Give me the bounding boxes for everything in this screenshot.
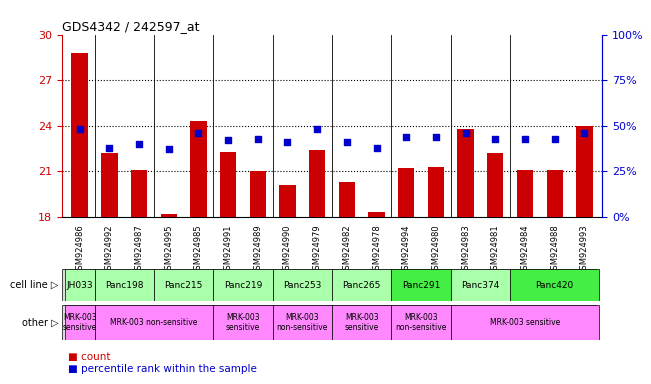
Text: ■ count: ■ count <box>68 352 111 362</box>
Point <box>490 136 501 142</box>
Bar <box>576 126 592 217</box>
Point <box>401 134 411 140</box>
Point <box>253 136 263 142</box>
Bar <box>398 168 415 217</box>
Bar <box>161 214 177 217</box>
Bar <box>220 152 236 217</box>
Point <box>283 139 293 145</box>
Bar <box>249 171 266 217</box>
Bar <box>428 167 444 217</box>
Text: MRK-003
sensitive: MRK-003 sensitive <box>226 313 260 332</box>
Bar <box>154 269 214 301</box>
Bar <box>391 305 450 340</box>
Text: Panc219: Panc219 <box>224 281 262 290</box>
Bar <box>273 305 332 340</box>
Point <box>549 136 560 142</box>
Point <box>104 145 115 151</box>
Bar <box>279 185 296 217</box>
Bar <box>273 269 332 301</box>
Point <box>163 146 174 152</box>
Text: MRK-003
non-sensitive: MRK-003 non-sensitive <box>277 313 328 332</box>
Text: cell line ▷: cell line ▷ <box>10 280 59 290</box>
Text: Panc420: Panc420 <box>536 281 574 290</box>
Point <box>371 145 381 151</box>
Text: other ▷: other ▷ <box>22 318 59 328</box>
Bar <box>391 269 450 301</box>
Bar <box>458 129 474 217</box>
Text: GDS4342 / 242597_at: GDS4342 / 242597_at <box>62 20 199 33</box>
Bar <box>94 269 154 301</box>
Point <box>579 130 590 136</box>
Bar <box>101 153 118 217</box>
Bar <box>214 269 273 301</box>
Bar <box>65 269 94 301</box>
Bar <box>487 153 503 217</box>
Bar <box>450 305 599 340</box>
Bar <box>339 182 355 217</box>
Point <box>519 136 530 142</box>
Text: Panc253: Panc253 <box>283 281 322 290</box>
Text: MRK-003
sensitive: MRK-003 sensitive <box>62 313 97 332</box>
Bar <box>190 121 206 217</box>
Bar <box>214 305 273 340</box>
Bar <box>332 269 391 301</box>
Point <box>460 130 471 136</box>
Point <box>193 130 204 136</box>
Text: Panc374: Panc374 <box>462 281 499 290</box>
Bar <box>94 305 214 340</box>
Bar <box>450 269 510 301</box>
Point <box>134 141 145 147</box>
Bar <box>510 269 599 301</box>
Text: JH033: JH033 <box>66 281 93 290</box>
Text: Panc198: Panc198 <box>105 281 143 290</box>
Bar <box>65 305 94 340</box>
Point <box>74 126 85 132</box>
Point <box>431 134 441 140</box>
Bar <box>517 170 533 217</box>
Bar <box>332 305 391 340</box>
Bar <box>368 212 385 217</box>
Text: ■ percentile rank within the sample: ■ percentile rank within the sample <box>68 364 257 374</box>
Bar <box>131 170 147 217</box>
Text: MRK-003
sensitive: MRK-003 sensitive <box>344 313 379 332</box>
Point <box>342 139 352 145</box>
Text: MRK-003 sensitive: MRK-003 sensitive <box>490 318 560 327</box>
Text: Panc291: Panc291 <box>402 281 440 290</box>
Bar <box>72 53 88 217</box>
Text: MRK-003 non-sensitive: MRK-003 non-sensitive <box>110 318 197 327</box>
Text: MRK-003
non-sensitive: MRK-003 non-sensitive <box>395 313 447 332</box>
Bar <box>309 150 326 217</box>
Text: Panc265: Panc265 <box>342 281 381 290</box>
Point <box>223 137 233 144</box>
Point <box>312 126 322 132</box>
Text: Panc215: Panc215 <box>165 281 202 290</box>
Bar <box>546 170 563 217</box>
